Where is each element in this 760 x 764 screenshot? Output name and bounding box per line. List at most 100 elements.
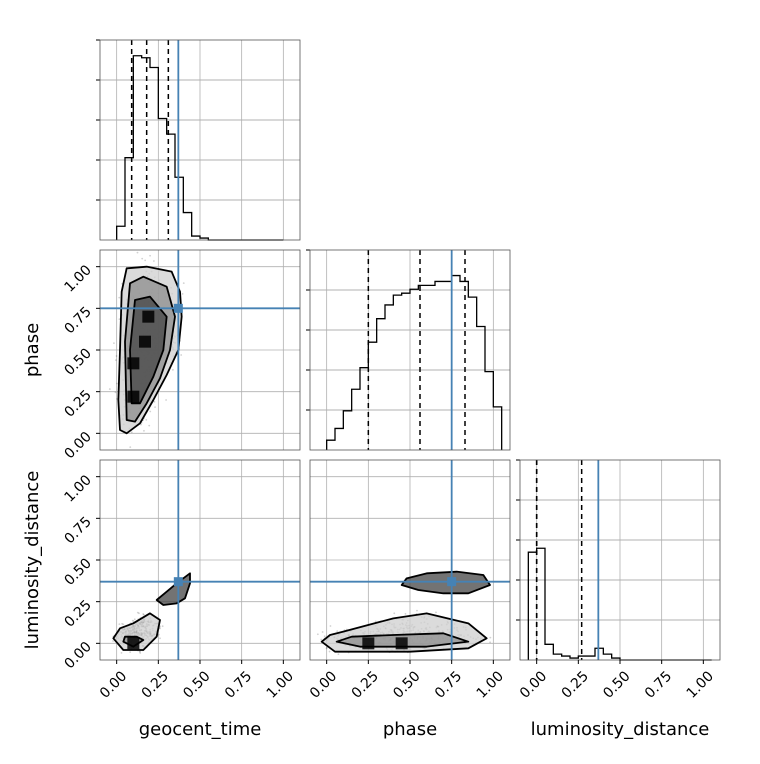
contour-line [117,265,183,435]
sample-point [159,637,161,640]
sample-point [129,651,132,653]
x-tick-label: 0.75 [642,668,675,701]
sample-point [182,282,185,284]
sample-point [153,400,156,403]
sample-point [149,410,152,413]
sample-point [326,646,328,649]
contour-panel-luminosity_distance_vs_phase [309,459,511,661]
axes-frame [99,39,301,241]
sample-point [374,620,377,623]
sample-point [145,419,148,421]
sample-point [329,625,332,627]
y-tick-label: 0.75 [61,514,94,547]
contour-line [122,635,145,648]
contour-panel-luminosity_distance_vs_geocent_time [99,459,301,661]
sample-point [161,625,164,628]
y-tick-label: 0.00 [61,639,94,672]
sample-point [136,251,139,254]
sample-point [138,612,140,615]
y-axis-label-phase: phase [22,323,43,377]
sample-point [336,630,339,632]
x-tick-label: 0.75 [432,668,465,701]
x-tick-label: 0.00 [307,668,340,701]
sample-point [435,611,437,614]
sample-point [154,406,156,408]
x-tick-label: 0.50 [390,668,423,701]
density-fill [130,296,167,404]
contour-line [124,275,176,423]
sample-point [141,257,144,260]
sample-point [144,259,147,262]
sample-point [139,652,142,654]
sample-point [165,399,167,401]
sample-point [180,354,183,356]
sample-point [328,650,331,653]
sample-point [337,653,340,656]
sample-point [140,423,142,426]
histogram-panel-phase [306,249,511,451]
y-tick-label: 0.25 [61,597,94,630]
sample-point [142,613,145,615]
histogram-panel-luminosity_distance [516,459,721,661]
sample-point [416,609,418,612]
density-peak [139,335,151,348]
sample-point [115,355,118,357]
y-axis-label-luminosity_distance: luminosity_distance [22,471,43,650]
sample-point [142,613,145,616]
x-tick-label: 0.00 [97,668,130,701]
histogram-panel-geocent_time [96,39,301,241]
sample-point [171,368,174,371]
sample-point [316,633,319,636]
x-axis-label-geocent_time: geocent_time [139,719,262,740]
sample-point [152,260,155,262]
truth-marker [173,577,183,587]
x-tick-label: 1.00 [264,668,297,701]
sample-point [131,619,134,622]
sample-point [116,382,118,385]
x-tick-label: 0.00 [517,668,550,701]
sample-point [130,431,133,434]
y-tick-label: 1.00 [61,472,94,505]
sample-point [181,292,184,295]
sample-point [149,254,151,257]
sample-point [143,429,145,432]
sample-point [320,638,323,641]
sample-point [489,641,491,644]
x-tick-label: 0.50 [180,668,213,701]
y-tick-label: 0.25 [61,387,94,420]
density-peak [127,357,140,370]
sample-point [148,424,151,427]
sample-point [121,622,124,625]
sample-point [108,388,111,390]
x-tick-label: 0.25 [559,668,592,701]
sample-point [393,612,396,615]
contour-line [112,612,161,651]
sample-point [129,446,132,449]
sample-point [489,636,492,639]
sample-point [404,612,407,615]
plot-area [108,251,185,449]
density-peak [127,637,140,650]
sample-point [158,627,161,630]
y-tick-label: 0.75 [61,304,94,337]
x-tick-label: 0.25 [349,668,382,701]
contour-line [335,632,470,648]
plot-area [112,572,191,654]
x-axis-label-phase: phase [383,719,437,740]
axis-labels: geocent_time phase luminosity_distancephas… [22,323,709,740]
sample-point [120,651,123,654]
y-tick-label: 0.50 [61,346,94,379]
x-tick-label: 0.50 [600,668,633,701]
x-tick-label: 1.00 [684,668,717,701]
sample-point [118,296,121,299]
sample-point [138,650,141,653]
density-peak [127,390,140,403]
contour-line [400,570,491,595]
x-tick-label: 1.00 [474,668,507,701]
sample-point [113,342,115,344]
sample-point [132,620,135,623]
sample-point [114,391,117,394]
contour-line [129,295,168,405]
sample-point [118,623,121,626]
